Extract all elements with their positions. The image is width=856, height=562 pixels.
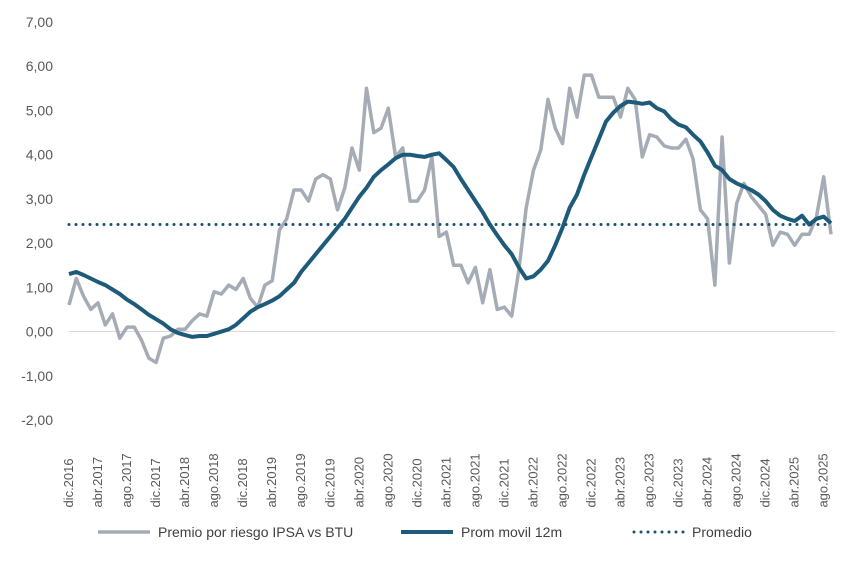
x-tick-label: ago.2022 — [554, 453, 569, 507]
series-line — [68, 99, 833, 339]
y-tick-label: 3,00 — [26, 191, 53, 207]
series-layer — [67, 73, 833, 365]
x-tick-label: ago.2021 — [467, 453, 482, 507]
x-tick-label: dic.2016 — [61, 458, 76, 507]
y-tick-label: 4,00 — [26, 147, 53, 163]
x-tick-label: abr.2023 — [613, 457, 628, 508]
x-tick-label: ago.2025 — [816, 453, 831, 507]
y-tick-label: -2,00 — [21, 412, 53, 428]
x-tick-label: abr.2021 — [438, 457, 453, 508]
legend: Premio por riesgo IPSA vs BTU Prom movil … — [98, 524, 752, 540]
x-tick-label: abr.2020 — [351, 457, 366, 508]
x-tick-label: dic.2023 — [671, 458, 686, 507]
x-tick-label: dic.2021 — [496, 458, 511, 507]
x-tick-label: dic.2018 — [235, 458, 250, 507]
x-tick-label: ago.2023 — [642, 453, 657, 507]
legend-label: Promedio — [692, 524, 752, 540]
axes: -2,00 -1,00 0,00 1,00 2,00 3,00 4,00 5,00 6,00 7,… — [21, 14, 835, 508]
legend-label: Prom movil 12m — [461, 524, 562, 540]
x-tick-label: ago.2019 — [293, 453, 308, 507]
x-tick-label: abr.2017 — [90, 457, 105, 508]
x-tick-label: dic.2024 — [758, 458, 773, 507]
x-tick-label: ago.2017 — [119, 453, 134, 507]
x-tick-label: abr.2024 — [700, 457, 715, 508]
x-tick-label: abr.2018 — [177, 457, 192, 508]
x-tick-label: ago.2020 — [380, 453, 395, 507]
y-tick-label: 1,00 — [26, 279, 53, 295]
y-tick-label: 5,00 — [26, 102, 53, 118]
y-tick-label: 0,00 — [26, 324, 53, 340]
x-tick-label: dic.2022 — [584, 458, 599, 507]
x-tick-label: abr.2025 — [787, 457, 802, 508]
legend-label: Premio por riesgo IPSA vs BTU — [158, 524, 353, 540]
y-tick-label: 6,00 — [26, 58, 53, 74]
x-tick-label: abr.2022 — [525, 457, 540, 508]
x-tick-label: abr.2019 — [264, 457, 279, 508]
x-tick-label: ago.2024 — [729, 453, 744, 507]
x-tick-label: dic.2019 — [322, 458, 337, 507]
x-tick-label: dic.2017 — [148, 458, 163, 507]
y-tick-label: 7,00 — [26, 14, 53, 30]
y-tick-label: 2,00 — [26, 235, 53, 251]
x-tick-label: ago.2018 — [206, 453, 221, 507]
series-line — [67, 73, 833, 365]
y-tick-label: -1,00 — [21, 368, 53, 384]
x-tick-label: dic.2020 — [409, 458, 424, 507]
